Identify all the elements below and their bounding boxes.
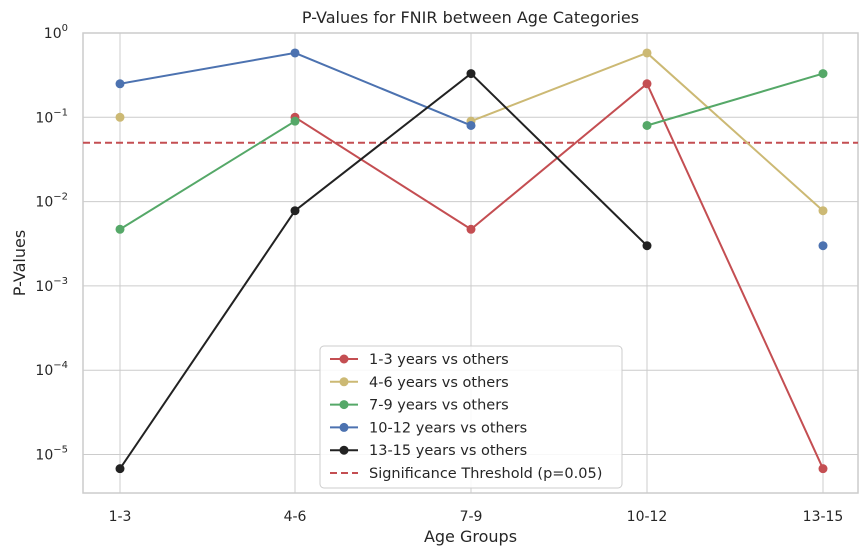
x-axis-label: Age Groups — [424, 527, 517, 546]
data-point — [642, 79, 652, 89]
legend-entry-label: 7-9 years vs others — [369, 398, 509, 414]
series-line — [119, 120, 296, 231]
data-point — [818, 241, 828, 251]
legend-marker-swatch — [339, 422, 349, 432]
data-point — [818, 206, 828, 216]
data-point — [115, 224, 125, 234]
legend-entry-label: 13-15 years vs others — [369, 443, 527, 459]
series-1 — [290, 79, 828, 474]
data-point — [290, 48, 300, 58]
x-tick-label: 1-3 — [109, 509, 132, 525]
series-4 — [115, 48, 828, 251]
x-tick-label: 10-12 — [627, 509, 668, 525]
y-tick-label: 10−5 — [35, 445, 68, 464]
data-point — [466, 224, 476, 234]
data-point — [290, 206, 300, 216]
data-point — [115, 464, 125, 474]
y-tick-label: 10−1 — [35, 107, 68, 126]
y-tick-label: 100 — [44, 23, 68, 42]
data-point — [115, 112, 125, 122]
x-tick-label: 4-6 — [284, 509, 307, 525]
legend-entry-label: 10-12 years vs others — [369, 420, 527, 436]
data-point — [290, 116, 300, 126]
legend-entry-label: 1-3 years vs others — [369, 352, 509, 368]
legend: 1-3 years vs others 4-6 years vs others 7-… — [319, 345, 623, 489]
data-point — [818, 69, 828, 79]
data-point — [642, 48, 652, 58]
legend-box — [319, 345, 623, 489]
y-axis-label: P-Values — [10, 230, 29, 296]
legend-entry-label: 4-6 years vs others — [369, 375, 509, 391]
series-3 — [115, 69, 828, 234]
y-tick-label: 10−4 — [35, 360, 68, 379]
data-point — [466, 69, 476, 79]
data-point — [642, 120, 652, 130]
series-line — [119, 72, 648, 470]
ticks-layer: 1-3 4-6 7-9 10-12 13-15 100 10−1 10−2 10−3 10−4 10… — [35, 23, 843, 525]
y-tick-label: 10−2 — [35, 192, 68, 211]
data-point — [818, 464, 828, 474]
y-tick-label: 10−3 — [35, 276, 68, 295]
legend-marker-swatch — [339, 400, 349, 410]
series-line — [294, 82, 824, 470]
plot-frame — [82, 32, 859, 494]
chart-title: P-Values for FNIR between Age Categories — [302, 8, 639, 27]
legend-marker-swatch — [339, 354, 349, 364]
x-tick-label: 13-15 — [803, 509, 844, 525]
legend-entry-label: Significance Threshold (p=0.05) — [369, 466, 602, 482]
series-line — [646, 72, 824, 127]
legend-marker-swatch — [339, 445, 349, 455]
x-tick-label: 7-9 — [460, 509, 483, 525]
data-point — [115, 79, 125, 89]
series-layer — [115, 48, 828, 474]
series-5 — [115, 69, 652, 474]
data-point — [466, 120, 476, 130]
data-point — [642, 241, 652, 251]
legend-marker-swatch — [339, 377, 349, 387]
